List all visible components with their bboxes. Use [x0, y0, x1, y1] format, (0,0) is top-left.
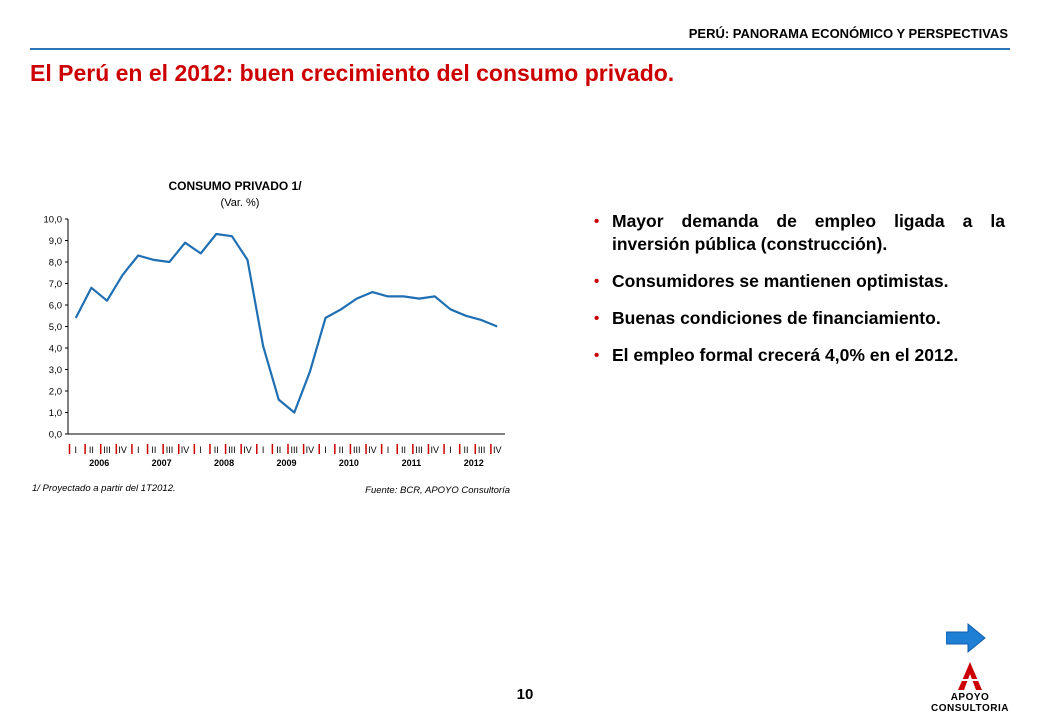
year-label: 2009 — [276, 458, 296, 468]
x-tick-label: II — [214, 445, 219, 455]
x-tick-label: III — [228, 445, 236, 455]
page-number: 10 — [516, 686, 534, 703]
bullet-item: • El empleo formal crecerá 4,0% en el 201… — [592, 344, 1005, 367]
y-tick-label: 0,0 — [49, 430, 62, 441]
x-tick-label: IV — [243, 445, 252, 455]
chart-subtitle: (Var. %) — [221, 197, 260, 209]
arrow-right-icon — [945, 622, 986, 654]
bullet-dot: • — [594, 213, 600, 230]
x-tick-label: IV — [368, 445, 377, 455]
x-tick-label: II — [276, 445, 281, 455]
x-tick-label: IV — [431, 445, 440, 455]
header-title: PERÚ: PANORAMA ECONÓMICO Y PERSPECTIVAS — [688, 26, 1008, 41]
x-tick-label: IV — [493, 445, 502, 455]
year-label: 2012 — [464, 458, 484, 468]
y-tick-label: 7,0 — [49, 279, 62, 290]
year-label: 2007 — [152, 458, 172, 468]
header-rule — [30, 48, 1010, 50]
x-tick-label: I — [75, 445, 78, 455]
bullet-text: Buenas condiciones de financiamiento. — [612, 308, 941, 328]
x-tick-label: IV — [306, 445, 315, 455]
y-tick-label: 9,0 — [49, 236, 62, 247]
year-label: 2010 — [339, 458, 359, 468]
x-tick-label: II — [339, 445, 344, 455]
x-tick-label: III — [415, 445, 423, 455]
apoyo-consultoria-logo: APOYO CONSULTORIA — [930, 660, 1010, 716]
logo-line1: APOYO — [950, 692, 990, 703]
x-tick-label: II — [89, 445, 94, 455]
consumo-privado-line — [74, 232, 498, 414]
x-tick-label: IV — [118, 445, 127, 455]
logo-line2: CONSULTORIA — [931, 703, 1009, 714]
y-tick-label: 3,0 — [49, 365, 62, 376]
bullet-item: • Buenas condiciones de financiamiento. — [592, 307, 1005, 330]
bullet-dot: • — [594, 273, 600, 290]
year-label: 2008 — [214, 458, 234, 468]
y-tick-label: 8,0 — [49, 258, 62, 269]
year-label: 2011 — [402, 458, 422, 468]
x-tick-label: I — [137, 445, 140, 455]
x-tick-label: III — [291, 445, 299, 455]
x-tick-label: II — [463, 445, 468, 455]
x-tick-label: III — [103, 445, 111, 455]
x-tick-label: III — [166, 445, 174, 455]
bullet-item: • Mayor demanda de empleo ligada a la inv… — [592, 210, 1005, 256]
logo-mark-icon — [952, 662, 988, 690]
y-tick-label: 2,0 — [49, 387, 62, 398]
bullet-dot: • — [594, 310, 600, 327]
year-label: 2006 — [89, 458, 109, 468]
y-tick-label: 1,0 — [49, 408, 62, 419]
y-tick-label: 5,0 — [49, 322, 62, 333]
consumo-privado-chart: CONSUMO PRIVADO 1/ (Var. %) 0,0 1,0 2,0 3,0… — [32, 179, 510, 496]
bullet-text: Consumidores se mantienen optimistas. — [612, 271, 949, 291]
bullet-dot: • — [594, 347, 600, 364]
x-tick-label: III — [353, 445, 361, 455]
bullet-text: El empleo formal crecerá 4,0% en el 2012… — [612, 345, 959, 365]
chart-title: CONSUMO PRIVADO 1/ — [168, 179, 302, 193]
x-tick-label: I — [387, 445, 390, 455]
bullet-list: • Mayor demanda de empleo ligada a la inv… — [592, 210, 1005, 381]
bullet-text: Mayor demanda de empleo ligada a la inve… — [612, 211, 1005, 254]
next-slide-button[interactable] — [945, 622, 986, 654]
x-tick-label: I — [449, 445, 452, 455]
x-tick-label: I — [324, 445, 327, 455]
x-tick-label: II — [401, 445, 406, 455]
x-tick-label: I — [262, 445, 265, 455]
x-tick-label: IV — [181, 445, 190, 455]
y-tick-label: 6,0 — [49, 301, 62, 312]
x-tick-label: III — [478, 445, 486, 455]
x-tick-label: I — [199, 445, 202, 455]
chart-source: Fuente: BCR, APOYO Consultoría — [365, 485, 510, 496]
bullet-item: • Consumidores se mantienen optimistas. — [592, 270, 1005, 293]
y-tick-label: 4,0 — [49, 344, 62, 355]
y-tick-label: 10,0 — [44, 215, 63, 226]
x-tick-label: II — [151, 445, 156, 455]
slide-title: El Perú en el 2012: buen crecimiento del… — [30, 60, 675, 86]
chart-footnote: 1/ Proyectado a partir del 1T2012. — [32, 483, 176, 494]
